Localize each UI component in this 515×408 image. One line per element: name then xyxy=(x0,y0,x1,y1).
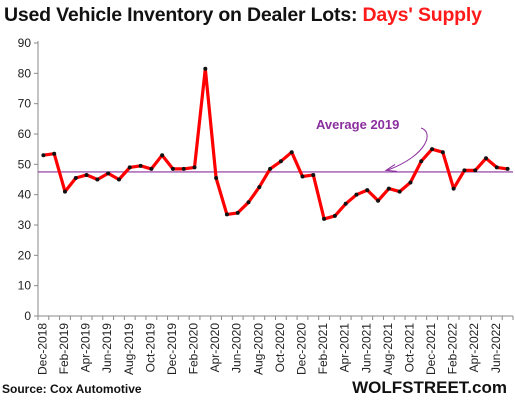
x-tick-label: Jun-2021 xyxy=(359,323,373,373)
data-point xyxy=(214,175,219,180)
data-point xyxy=(181,166,186,171)
series-line xyxy=(43,67,508,221)
data-point xyxy=(73,175,78,180)
x-tick-label: Apr-2022 xyxy=(467,323,481,373)
x-tick-label: Feb-2021 xyxy=(316,323,330,375)
y-tick-label: 60 xyxy=(18,127,32,141)
chart-title-text: Used Vehicle Inventory on Dealer Lots: xyxy=(4,4,363,26)
data-point xyxy=(397,189,402,194)
data-point xyxy=(278,159,283,164)
data-point xyxy=(203,66,208,71)
data-point xyxy=(311,172,316,177)
x-tick-label: Dec-2018 xyxy=(35,323,49,375)
y-tick-label: 40 xyxy=(18,188,32,202)
data-point xyxy=(408,180,413,185)
y-tick-label: 30 xyxy=(18,218,32,232)
x-tick-label: Jun-2019 xyxy=(100,323,114,373)
y-tick-label: 0 xyxy=(24,309,31,323)
x-tick-label: Aug-2021 xyxy=(381,323,395,375)
chart-axes: 0 10 20 30 40 50 60 70 80 90 Dec-2018 Feb-2019 Apr-2… xyxy=(18,36,514,375)
series-group xyxy=(41,66,510,221)
data-point xyxy=(138,163,143,168)
data-point xyxy=(116,177,121,182)
y-tick-label: 80 xyxy=(18,66,32,80)
x-tick-label: Jun-2020 xyxy=(230,323,244,373)
data-point xyxy=(268,166,273,171)
x-tick-label: Feb-2020 xyxy=(187,323,201,375)
data-point xyxy=(160,153,165,158)
data-point xyxy=(127,165,132,170)
x-tick-label: Dec-2021 xyxy=(424,323,438,375)
data-point xyxy=(376,198,381,203)
data-point xyxy=(322,216,327,221)
data-point xyxy=(224,212,229,217)
data-point xyxy=(462,168,467,173)
data-point xyxy=(106,171,111,176)
y-tick-label: 70 xyxy=(18,97,32,111)
data-point xyxy=(332,213,337,218)
data-point xyxy=(246,200,251,205)
x-tick-label: Oct-2019 xyxy=(143,323,157,373)
data-point xyxy=(170,166,175,171)
source-note: Source: Cox Automotive xyxy=(2,382,142,396)
data-point xyxy=(62,189,67,194)
x-tick-label: Oct-2020 xyxy=(273,323,287,373)
x-tick-label: Dec-2020 xyxy=(294,323,308,375)
x-tick-label: Feb-2022 xyxy=(446,323,460,375)
data-point xyxy=(84,172,89,177)
y-tick-label: 50 xyxy=(18,157,32,171)
x-tick-label: Oct-2021 xyxy=(402,323,416,373)
data-point xyxy=(365,188,370,193)
data-point xyxy=(257,185,262,190)
annotation-arrow xyxy=(386,127,428,171)
data-point xyxy=(473,168,478,173)
data-point xyxy=(300,174,305,179)
data-point xyxy=(494,165,499,170)
x-tick-label: Dec-2019 xyxy=(165,323,179,375)
data-point xyxy=(41,153,46,158)
y-tick-label: 10 xyxy=(18,279,32,293)
data-point xyxy=(343,201,348,206)
data-point xyxy=(484,156,489,161)
x-tick-label: Apr-2020 xyxy=(208,323,222,373)
x-tick-label: Aug-2019 xyxy=(122,323,136,375)
data-point xyxy=(289,150,294,155)
x-tick-label: Jun-2022 xyxy=(489,323,503,373)
data-point xyxy=(235,210,240,215)
chart-title-highlight: Days' Supply xyxy=(362,4,482,26)
data-point xyxy=(149,166,154,171)
x-tick-label: Apr-2021 xyxy=(338,323,352,373)
average-2019-label: Average 2019 xyxy=(316,117,399,132)
brand-logo-text: WOLFSTREET.com xyxy=(352,378,507,397)
arrow-head-icon xyxy=(384,164,398,172)
data-point xyxy=(192,165,197,170)
x-tick-label: Feb-2019 xyxy=(57,323,71,375)
data-point xyxy=(430,147,435,152)
x-tick-label: Apr-2019 xyxy=(79,323,93,373)
data-point xyxy=(451,186,456,191)
data-point xyxy=(505,166,510,171)
data-point xyxy=(419,159,424,164)
data-point xyxy=(386,186,391,191)
y-tick-label: 20 xyxy=(18,248,32,262)
data-point xyxy=(354,192,359,197)
x-tick-label: Aug-2020 xyxy=(251,323,265,375)
data-point xyxy=(52,151,57,156)
y-tick-label: 90 xyxy=(18,36,32,50)
data-point xyxy=(440,150,445,155)
data-point xyxy=(95,177,100,182)
chart-title: Used Vehicle Inventory on Dealer Lots: D… xyxy=(4,4,482,27)
annotation-group: Average 2019 xyxy=(316,117,428,172)
